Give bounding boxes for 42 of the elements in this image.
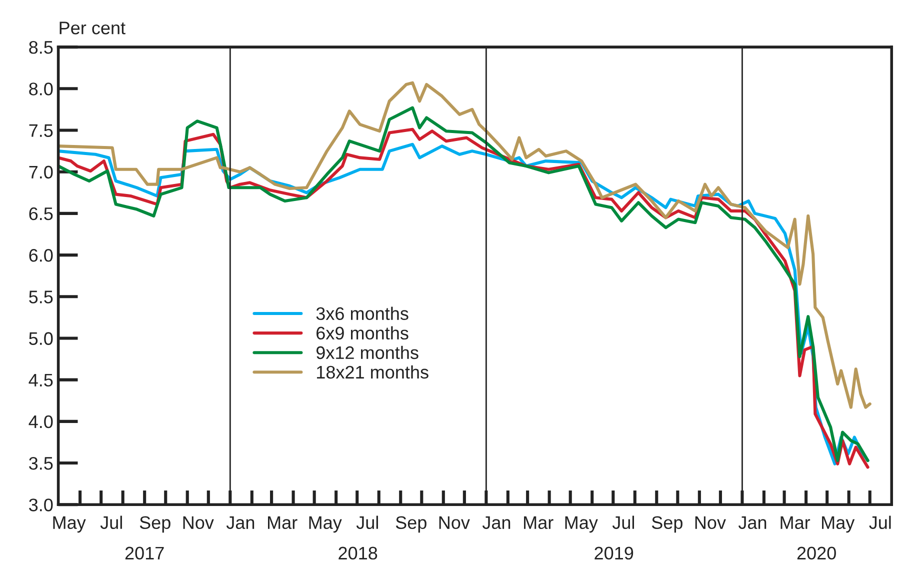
y-tick-label: 6.0 [29, 248, 53, 262]
x-tick-label: May [309, 516, 342, 533]
y-tick-label: 5.0 [29, 332, 53, 345]
x-tick-label: Jan [738, 516, 766, 530]
y-tick-label: 6.5 [29, 207, 53, 220]
legend-label: 6x9 months [316, 326, 408, 340]
x2-tick-label: 2018 [338, 546, 378, 560]
x-tick-label: Nov [695, 516, 726, 530]
y-tick-label: 7.5 [29, 124, 53, 137]
x-tick-label: Sep [396, 516, 426, 533]
legend-label: 18x21 months [316, 365, 428, 379]
y-tick-label: 8.5 [29, 40, 53, 54]
y-tick-label: 7.0 [29, 166, 53, 179]
x-tick-label: Jul [100, 516, 122, 530]
x-tick-label: Sep [652, 516, 682, 533]
x2-tick-label: 2019 [594, 546, 634, 560]
y-tick-label: 4.5 [28, 374, 53, 387]
x-tick-label: Sep [140, 516, 170, 533]
x-tick-label: May [53, 516, 86, 533]
x-tick-label: Mar [524, 516, 554, 530]
x-tick-label: Mar [780, 516, 810, 530]
y-tick-label: 3.0 [29, 498, 53, 512]
y-tick-label: 3.5 [29, 456, 53, 470]
x-tick-label: Mar [268, 516, 298, 530]
x2-tick-label: 2017 [125, 546, 164, 560]
x-tick-label: Jul [869, 516, 891, 530]
line-series [58, 81, 872, 409]
x-tick-label: May [822, 516, 855, 533]
y-tick-label: 4.0 [28, 415, 53, 428]
x-tick-label: Nov [183, 516, 214, 530]
x-tick-label: Jan [226, 516, 254, 530]
x2-tick-label: 2020 [797, 546, 836, 560]
y-axis-title: Per cent [60, 22, 126, 34]
x-tick-label: Nov [439, 516, 470, 530]
y-tick-label: 5.5 [29, 290, 53, 304]
legend-label: 9x12 months [316, 346, 418, 360]
x-tick-label: May [565, 516, 598, 533]
x-tick-label: Jan [482, 516, 510, 530]
legend-label: 3x6 months [316, 306, 408, 320]
x-tick-label: Jul [356, 516, 378, 530]
y-tick-label: 8.0 [29, 82, 53, 96]
x-tick-label: Jul [612, 516, 634, 530]
